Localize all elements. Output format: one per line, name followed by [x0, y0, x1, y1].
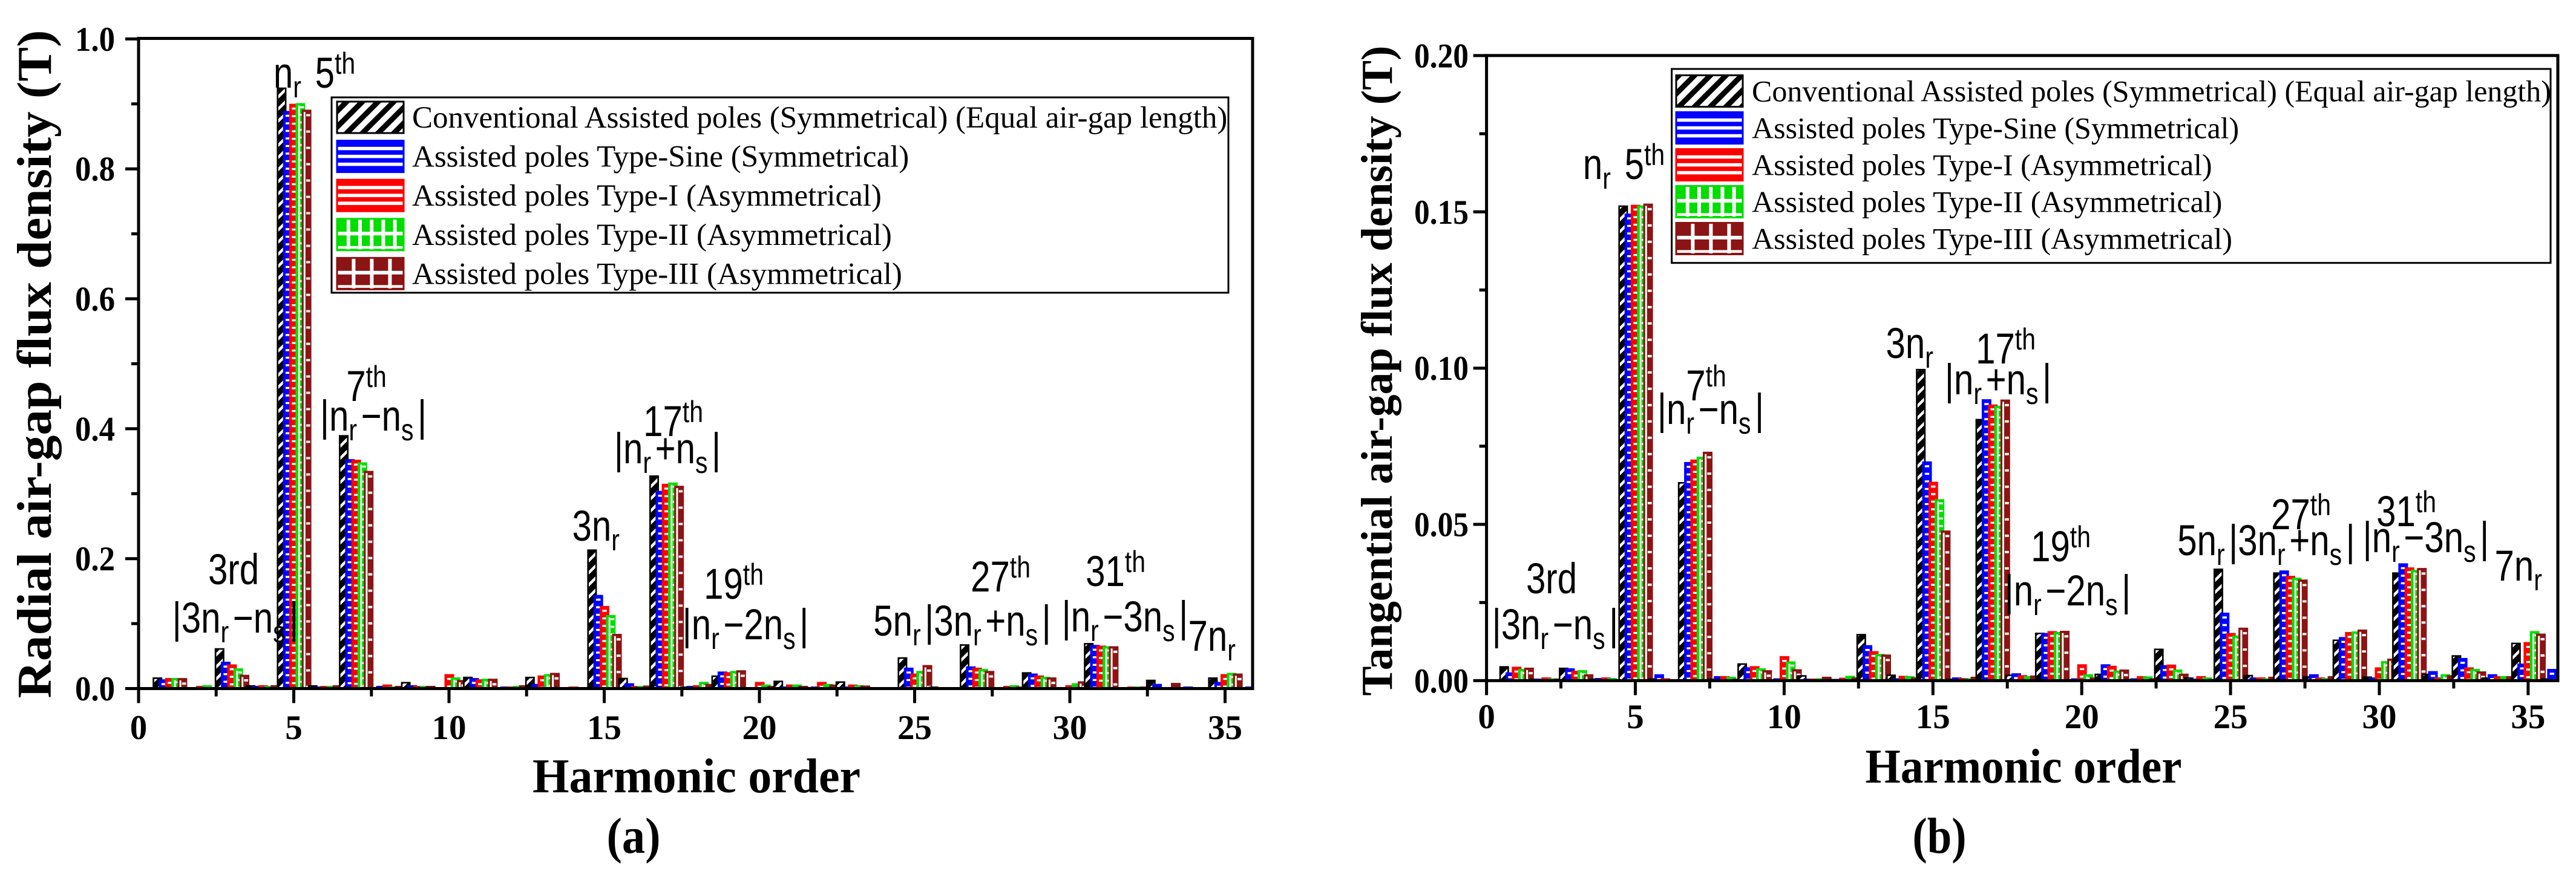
svg-text:0.0: 0.0 — [75, 670, 115, 708]
svg-text:10: 10 — [1767, 698, 1801, 736]
svg-text:Assisted poles Type-Sine (Symm: Assisted poles Type-Sine (Symmetrical) — [1752, 111, 2239, 145]
svg-text:35: 35 — [2511, 698, 2545, 736]
svg-text:0.6: 0.6 — [75, 281, 115, 319]
svg-text:0.00: 0.00 — [1414, 662, 1469, 700]
svg-text:3nr​: 3nr​ — [572, 501, 620, 556]
svg-text:15: 15 — [587, 709, 621, 747]
svg-text:0: 0 — [130, 709, 148, 747]
svg-text:nr​ 5th​: nr​ 5th​ — [274, 47, 355, 104]
svg-text:5: 5 — [285, 709, 303, 747]
svg-text:Assisted poles Type-I (Asymmet: Assisted poles Type-I (Asymmetrical) — [1752, 148, 2212, 182]
svg-text:30: 30 — [1053, 709, 1087, 747]
svg-text:|3nr​−ns​|: |3nr​−ns​| — [172, 593, 299, 648]
svg-text:0: 0 — [1478, 698, 1495, 736]
svg-text:7nr​: 7nr​ — [1188, 611, 1236, 666]
svg-text:|nr​−2ns​|: |nr​−2ns​| — [2005, 566, 2131, 621]
svg-text:Conventional Assisted poles (S: Conventional Assisted poles (Symmetrical… — [1752, 74, 2551, 108]
svg-text:5nr​|3nr​+ns​|: 5nr​|3nr​+ns​| — [2177, 516, 2355, 571]
svg-text:17th​: 17th​ — [1976, 322, 2036, 373]
svg-text:27th​: 27th​ — [971, 550, 1031, 601]
svg-text:|nr​+ns​|: |nr​+ns​| — [1945, 355, 2051, 410]
svg-text:0.15: 0.15 — [1414, 194, 1469, 232]
svg-text:0.8: 0.8 — [75, 151, 115, 189]
svg-text:|nr​+ns​|: |nr​+ns​| — [614, 424, 721, 479]
svg-text:|3nr​−ns​|: |3nr​−ns​| — [1492, 600, 1619, 655]
svg-text:20: 20 — [742, 709, 777, 747]
svg-text:7th​: 7th​ — [346, 360, 387, 410]
svg-text:Assisted poles Type-III (Asymm: Assisted poles Type-III (Asymmetrical) — [1752, 222, 2232, 256]
svg-text:0.05: 0.05 — [1414, 506, 1469, 544]
svg-text:|nr​−ns​|: |nr​−ns​| — [1657, 385, 1764, 440]
svg-text:Harmonic order: Harmonic order — [533, 750, 860, 803]
svg-text:5: 5 — [1627, 698, 1644, 736]
svg-text:Assisted poles Type-III (Asymm: Assisted poles Type-III (Asymmetrical) — [412, 257, 902, 291]
svg-text:17th​: 17th​ — [643, 395, 703, 445]
svg-text:25: 25 — [2214, 698, 2248, 736]
svg-text:35: 35 — [1208, 709, 1242, 747]
svg-text:Harmonic order: Harmonic order — [1866, 740, 2182, 793]
svg-text:nr​ 5th​: nr​ 5th​ — [1583, 138, 1665, 195]
svg-text:3nr​: 3nr​ — [1886, 319, 1933, 374]
svg-text:30: 30 — [2362, 698, 2397, 736]
svg-text:(b): (b) — [1913, 808, 1967, 864]
svg-text:(a): (a) — [607, 808, 661, 864]
svg-text:Assisted poles Type-II (Asymme: Assisted poles Type-II (Asymmetrical) — [412, 218, 892, 252]
svg-text:|nr​−3ns​|: |nr​−3ns​| — [1062, 592, 1188, 647]
svg-text:31th​: 31th​ — [1086, 545, 1145, 595]
svg-text:0.20: 0.20 — [1414, 37, 1469, 75]
svg-text:|nr​−ns​|: |nr​−ns​| — [320, 391, 427, 446]
svg-text:3rd: 3rd — [1526, 554, 1577, 602]
svg-text:Conventional Assisted poles (S: Conventional Assisted poles (Symmetrical… — [412, 101, 1227, 135]
svg-text:25: 25 — [897, 709, 932, 747]
svg-text:|nr​−3ns​|: |nr​−3ns​| — [2363, 513, 2489, 568]
svg-text:0.10: 0.10 — [1414, 350, 1469, 388]
svg-text:7th​: 7th​ — [1686, 359, 1726, 409]
svg-text:0.4: 0.4 — [75, 410, 115, 448]
svg-text:31th​: 31th​ — [2376, 485, 2436, 535]
svg-text:|nr​−2ns​|: |nr​−2ns​| — [683, 600, 809, 655]
svg-text:Assisted poles Type-II (Asymme: Assisted poles Type-II (Asymmetrical) — [1752, 185, 2222, 219]
svg-text:Radial air-gap flux density (T: Radial air-gap flux density (T) — [8, 30, 62, 699]
svg-text:27th​: 27th​ — [2271, 488, 2331, 538]
svg-text:3rd: 3rd — [208, 545, 259, 593]
svg-text:7nr​: 7nr​ — [2495, 541, 2542, 596]
svg-text:15: 15 — [1916, 698, 1950, 736]
svg-text:20: 20 — [2065, 698, 2099, 736]
svg-text:19th​: 19th​ — [704, 558, 764, 608]
svg-text:19th​: 19th​ — [2031, 520, 2091, 570]
svg-text:Assisted poles Type-I (Asymmet: Assisted poles Type-I (Asymmetrical) — [412, 179, 882, 213]
svg-text:0.2: 0.2 — [75, 540, 115, 578]
svg-text:5nr​|3nr​+ns​|: 5nr​|3nr​+ns​| — [873, 596, 1051, 651]
svg-text:10: 10 — [432, 709, 467, 747]
svg-text:Assisted poles Type-Sine (Symm: Assisted poles Type-Sine (Symmetrical) — [412, 140, 909, 174]
svg-text:Tangential air-gap flux densit: Tangential air-gap flux density (T) — [1352, 46, 1401, 696]
svg-text:1.0: 1.0 — [75, 21, 115, 59]
